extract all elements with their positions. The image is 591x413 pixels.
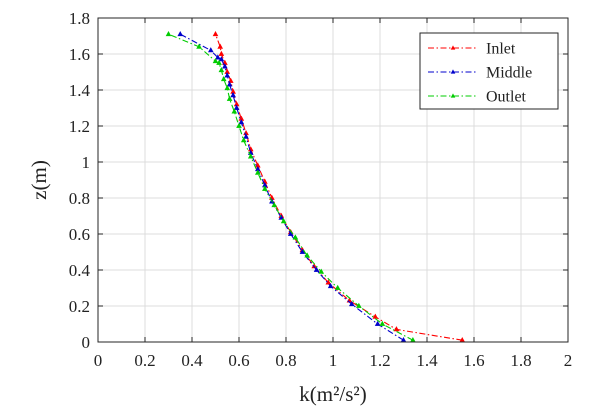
data-point <box>220 75 227 82</box>
data-point <box>165 30 172 37</box>
data-point <box>230 92 236 98</box>
data-point <box>177 30 184 37</box>
x-tick-label: 1.6 <box>463 351 484 370</box>
x-tick-label: 0 <box>94 351 103 370</box>
legend-box <box>419 32 559 110</box>
data-point <box>207 47 214 53</box>
data-point <box>374 320 381 326</box>
data-point <box>215 54 221 60</box>
data-point <box>217 43 224 49</box>
y-axis-label: z(m) <box>27 160 51 200</box>
legend-marker <box>450 45 456 50</box>
x-tick-label: 0.8 <box>275 351 296 370</box>
data-point <box>348 300 355 307</box>
y-tick-label: 0 <box>82 333 91 352</box>
y-tick-label: 0.8 <box>69 189 90 208</box>
data-point <box>224 84 231 91</box>
data-point <box>393 326 400 332</box>
legend-marker <box>450 69 456 74</box>
data-point <box>379 320 386 326</box>
legend-label-outlet: Outlet <box>486 89 527 106</box>
legend-label-inlet: Inlet <box>486 41 516 58</box>
data-point <box>226 95 233 101</box>
axis-labels: k(m²/s²) z(m) <box>27 160 367 406</box>
data-point <box>280 218 287 224</box>
y-tick-label: 0.6 <box>69 225 90 244</box>
series-layer <box>165 30 466 343</box>
data-point <box>372 313 379 319</box>
data-point <box>247 153 254 159</box>
data-point <box>304 252 310 258</box>
legend-label-middle: Middle <box>486 65 532 82</box>
series-middle <box>177 30 407 343</box>
legend: Inlet Middle Outlet <box>419 32 559 110</box>
data-point <box>212 30 219 37</box>
data-point <box>224 72 231 78</box>
data-point <box>318 268 325 274</box>
data-point <box>334 284 341 290</box>
data-point <box>299 248 306 254</box>
data-point <box>292 234 299 240</box>
data-point <box>327 282 334 289</box>
y-tick-label: 1.8 <box>69 9 90 28</box>
x-axis-label: k(m²/s²) <box>299 382 366 406</box>
x-tick-label: 2 <box>564 351 573 370</box>
data-point <box>271 201 278 208</box>
x-tick-label: 0.4 <box>181 351 203 370</box>
data-point <box>236 122 242 128</box>
data-point <box>218 50 225 56</box>
data-point <box>222 63 228 69</box>
y-tick-label: 0.2 <box>69 297 90 316</box>
data-point <box>356 302 362 308</box>
data-point <box>231 108 238 114</box>
data-point <box>243 133 249 139</box>
x-tick-label: 1.2 <box>369 351 390 370</box>
x-tick-label: 1 <box>329 351 338 370</box>
y-tick-label: 1.2 <box>69 117 90 136</box>
data-point <box>262 185 268 191</box>
x-tick-label: 1.8 <box>510 351 531 370</box>
data-point <box>313 266 320 272</box>
data-point <box>254 169 261 175</box>
x-tick-label: 0.2 <box>134 351 155 370</box>
y-tick-label: 0.4 <box>69 261 91 280</box>
ticks: 0 0.2 0.4 0.6 0.8 1 1.2 1.4 1.6 1.8 2 0 0.2 0.4 0.6 0.8… <box>69 9 573 370</box>
data-point <box>238 119 245 125</box>
data-point <box>212 57 219 64</box>
x-tick-label: 1.4 <box>416 351 438 370</box>
data-point <box>278 214 285 220</box>
y-tick-label: 1.6 <box>69 45 90 64</box>
data-point <box>218 66 225 73</box>
y-tick-label: 1.4 <box>69 81 91 100</box>
data-point <box>196 43 202 49</box>
legend-marker <box>450 93 456 98</box>
data-point <box>226 81 233 87</box>
data-point <box>240 137 247 143</box>
data-point <box>233 104 240 110</box>
y-tick-label: 1 <box>82 153 91 172</box>
x-tick-label: 0.6 <box>228 351 249 370</box>
series-line-inlet <box>214 34 463 341</box>
